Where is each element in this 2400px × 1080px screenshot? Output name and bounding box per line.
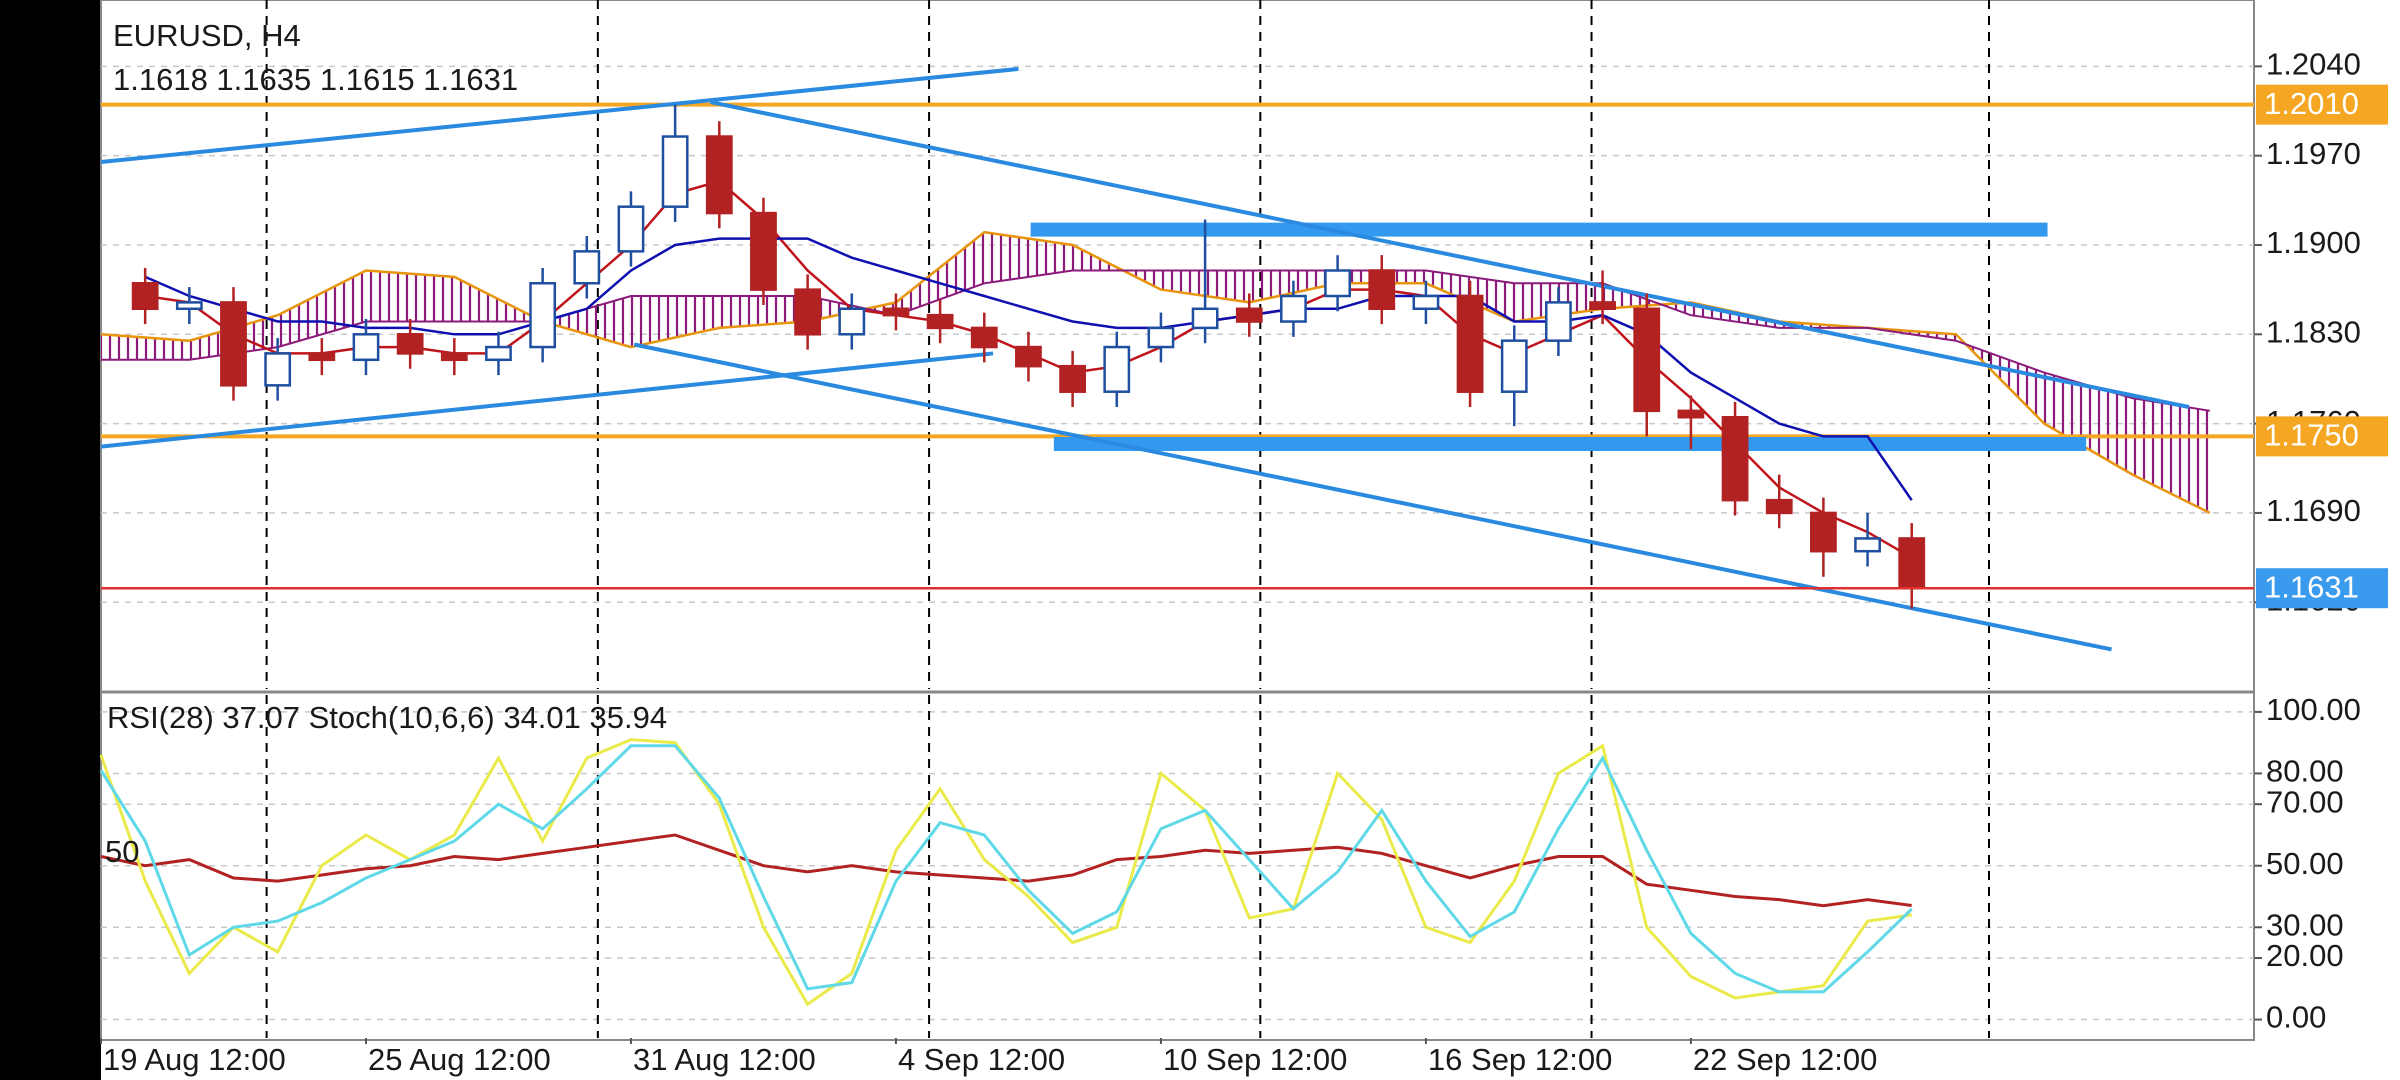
- y-tick-label: 1.1970: [2266, 136, 2361, 171]
- chart-title: EURUSD, H4: [113, 18, 301, 53]
- candle-body: [1500, 339, 1528, 393]
- candle-body: [750, 211, 777, 291]
- trendline: [100, 351, 994, 449]
- y-tick-label: 0.00: [2266, 1000, 2326, 1035]
- candle-body: [1059, 364, 1087, 393]
- candle-body: [1765, 498, 1793, 515]
- candle-body: [1280, 294, 1307, 323]
- candle-body: [1898, 537, 1926, 590]
- candle-body: [1677, 409, 1705, 419]
- level-tag: [2256, 416, 2388, 457]
- candle-body: [1015, 345, 1042, 368]
- y-tick-label: 1.2040: [2266, 47, 2361, 82]
- candle-body: [308, 352, 336, 362]
- x-tick-label: 25 Aug 12:00: [368, 1042, 551, 1077]
- candle-body: [1633, 307, 1661, 413]
- x-tick-label: 10 Sep 12:00: [1163, 1042, 1347, 1077]
- candle-body: [1456, 294, 1484, 393]
- candle-body: [705, 135, 733, 215]
- level-label: 50: [105, 834, 139, 869]
- ohlc-info: 1.1618 1.1635 1.1615 1.1631: [113, 62, 518, 97]
- indicator-title: RSI(28) 37.07 Stoch(10,6,6) 34.01 35.94: [107, 700, 667, 735]
- candle-body: [175, 301, 203, 311]
- indicator-line: [144, 237, 1913, 501]
- candle-body: [264, 352, 292, 387]
- candle-body: [1368, 269, 1396, 311]
- y-tick-label: 1.1900: [2266, 225, 2361, 260]
- y-tick-label: 80.00: [2266, 754, 2344, 789]
- candle-body: [1810, 511, 1837, 553]
- candle-body: [1191, 307, 1219, 330]
- candle-body: [1854, 537, 1881, 553]
- level-tag-label: 1.2010: [2264, 86, 2359, 121]
- candle-body: [882, 307, 910, 317]
- plot-frame: [100, 0, 2255, 1041]
- candle-body: [1235, 307, 1263, 323]
- x-tick-label: 16 Sep 12:00: [1428, 1042, 1612, 1077]
- y-tick-label: 100.00: [2266, 692, 2361, 727]
- candle-body: [838, 307, 866, 336]
- y-tick-label: 1.1690: [2266, 493, 2361, 528]
- x-tick-label: 31 Aug 12:00: [633, 1042, 816, 1077]
- y-tick-label: 70.00: [2266, 784, 2344, 819]
- candle-body: [573, 250, 601, 285]
- oscillator-line: [99, 744, 1913, 994]
- candle-body: [1412, 294, 1440, 311]
- x-tick-label: 19 Aug 12:00: [103, 1042, 286, 1077]
- level-tag-label: 1.1750: [2264, 418, 2359, 453]
- candle-body: [1103, 345, 1131, 393]
- left-bar: [0, 0, 101, 1080]
- y-tick-label: 30.00: [2266, 907, 2344, 942]
- candle-body: [131, 282, 159, 311]
- candle-body: [661, 135, 689, 208]
- candle-body: [485, 345, 512, 362]
- candle-body: [1589, 301, 1616, 311]
- candle-body: [396, 333, 424, 355]
- trendline: [100, 66, 1019, 165]
- x-tick-label: 4 Sep 12:00: [898, 1042, 1065, 1077]
- ichimoku-cloud: [101, 232, 2210, 513]
- price-tag-label: 1.1631: [2264, 569, 2359, 604]
- y-tick-label: 50.00: [2266, 846, 2344, 881]
- candle-body: [1545, 301, 1572, 342]
- candle-body: [617, 205, 645, 253]
- cloud-span-b: [101, 269, 2210, 412]
- y-tick-label: 20.00: [2266, 938, 2344, 973]
- x-tick-label: 22 Sep 12:00: [1693, 1042, 1877, 1077]
- candle-body: [1147, 326, 1175, 349]
- trendline: [710, 100, 2190, 409]
- level-tag: [2256, 84, 2388, 125]
- candle-body: [970, 326, 998, 349]
- candle-body: [1324, 269, 1351, 298]
- candle-body: [440, 352, 468, 362]
- candle-body: [926, 313, 954, 330]
- candle-body: [220, 301, 247, 387]
- candle-body: [794, 288, 822, 336]
- chart-layer: 1.20401.19701.19001.18301.17601.16901.16…: [99, 0, 2388, 1077]
- y-tick-label: 1.1830: [2266, 314, 2361, 349]
- trendline: [633, 342, 2112, 652]
- candle-body: [1721, 415, 1749, 502]
- price-tag: [2256, 568, 2388, 609]
- candle-body: [352, 333, 380, 362]
- candle-body: [529, 282, 557, 349]
